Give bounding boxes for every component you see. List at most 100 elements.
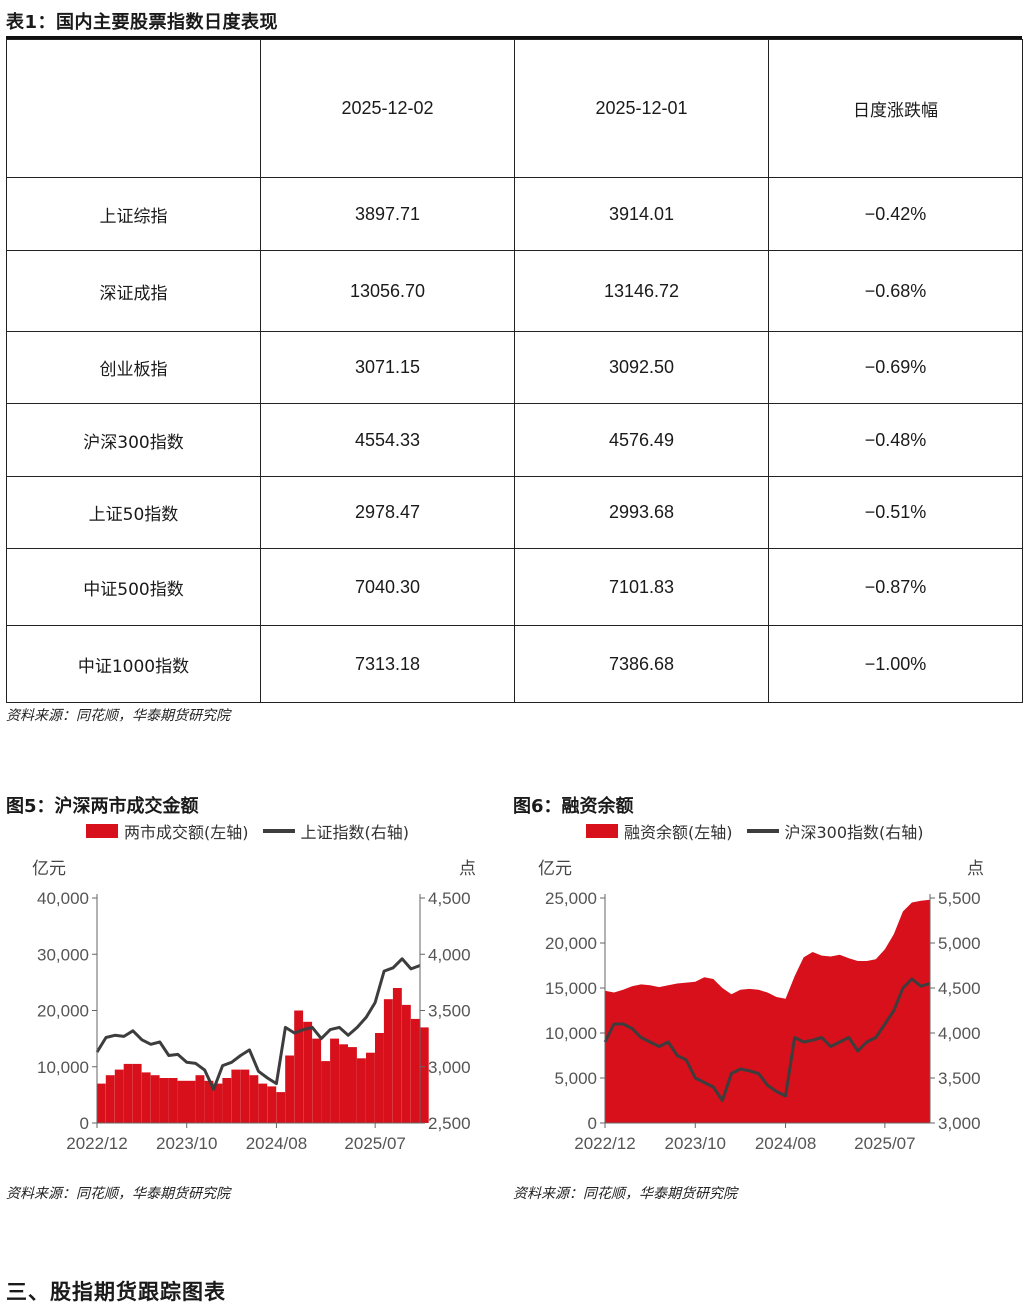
bar xyxy=(258,1083,268,1123)
right-tick-label: 4,500 xyxy=(428,889,471,908)
bar xyxy=(195,1075,205,1123)
value-cell: 3897.71 xyxy=(260,177,515,251)
change-cell: −0.51% xyxy=(768,476,1023,549)
index-table: 2025-12-02 2025-12-01 日度涨跌幅 上证综指 3897.71… xyxy=(6,39,1023,703)
table-row: 深证成指 13056.70 13146.72 −0.68% xyxy=(6,250,1023,332)
table-row: 沪深300指数 4554.33 4576.49 −0.48% xyxy=(6,403,1023,477)
right-tick-label: 5,000 xyxy=(938,934,981,953)
value-cell: 3914.01 xyxy=(514,177,769,251)
bar xyxy=(267,1086,277,1123)
bar xyxy=(321,1061,330,1123)
bar xyxy=(312,1038,322,1123)
bar xyxy=(419,1027,429,1123)
value-cell: 2978.47 xyxy=(260,476,515,549)
right-tick-label: 3,000 xyxy=(938,1114,981,1133)
left-tick-label: 25,000 xyxy=(545,889,597,908)
legend-label: 融资余额(左轴) xyxy=(624,823,733,842)
chart-title: 图5：沪深两市成交金额 xyxy=(6,796,199,817)
x-tick-label: 2023/10 xyxy=(156,1134,217,1153)
left-tick-label: 10,000 xyxy=(545,1024,597,1043)
table-row: 创业板指 3071.15 3092.50 −0.69% xyxy=(6,331,1023,404)
change-cell: −0.42% xyxy=(768,177,1023,251)
value-cell: 7386.68 xyxy=(514,625,769,703)
value-cell: 3071.15 xyxy=(260,331,515,404)
x-tick-label: 2025/07 xyxy=(854,1134,915,1153)
right-tick-label: 4,000 xyxy=(938,1024,981,1043)
bar xyxy=(141,1072,151,1123)
legend-label: 两市成交额(左轴) xyxy=(124,823,249,842)
bar xyxy=(375,1033,384,1123)
chart-legend: 融资余额(左轴) 沪深300指数(右轴) xyxy=(586,819,924,843)
bar xyxy=(150,1075,160,1123)
header-cell: 日度涨跌幅 xyxy=(768,39,1023,178)
legend-label: 上证指数(右轴) xyxy=(300,823,410,842)
right-tick-label: 3,500 xyxy=(428,1002,471,1021)
left-tick-label: 0 xyxy=(588,1114,597,1133)
legend-line-swatch xyxy=(262,829,295,833)
index-name-cell: 沪深300指数 xyxy=(6,403,261,477)
bar xyxy=(276,1092,286,1123)
value-cell: 3092.50 xyxy=(514,331,769,404)
bar xyxy=(285,1055,295,1123)
right-tick-label: 3,500 xyxy=(938,1069,981,1088)
bar xyxy=(357,1058,366,1123)
table-header-row: 2025-12-02 2025-12-01 日度涨跌幅 xyxy=(6,39,1023,178)
bar xyxy=(186,1080,196,1123)
area-series xyxy=(605,899,930,1123)
value-cell: 7313.18 xyxy=(260,625,515,703)
chart-legend: 两市成交额(左轴) 上证指数(右轴) xyxy=(86,819,409,843)
value-cell: 4554.33 xyxy=(260,403,515,477)
table-title: 表1：国内主要股票指数日度表现 xyxy=(6,12,279,33)
change-cell: −0.87% xyxy=(768,548,1023,626)
change-cell: −1.00% xyxy=(768,625,1023,703)
right-tick-label: 5,500 xyxy=(938,889,981,908)
table-row: 上证50指数 2978.47 2993.68 −0.51% xyxy=(6,476,1023,549)
index-name-cell: 中证1000指数 xyxy=(6,625,261,703)
bar xyxy=(401,1004,411,1123)
chart-title: 图6：融资余额 xyxy=(513,796,634,817)
left-tick-label: 40,000 xyxy=(37,889,89,908)
bar xyxy=(303,1021,313,1124)
bar xyxy=(168,1078,178,1123)
bar xyxy=(132,1063,142,1123)
left-tick-label: 15,000 xyxy=(545,979,597,998)
x-tick-label: 2022/12 xyxy=(66,1134,127,1153)
left-axis-unit: 亿元 xyxy=(538,859,572,879)
left-axis-unit: 亿元 xyxy=(32,859,66,879)
value-cell: 13146.72 xyxy=(514,250,769,332)
line-series xyxy=(95,957,421,1091)
x-tick-label: 2022/12 xyxy=(574,1134,635,1153)
title-rule xyxy=(6,36,1022,39)
bar xyxy=(294,1010,304,1123)
chart-source: 资料来源：同花顺，华泰期货研究院 xyxy=(6,1186,230,1202)
header-cell: 2025-12-01 xyxy=(514,39,769,178)
index-name-cell: 中证500指数 xyxy=(6,548,261,626)
bar xyxy=(392,988,402,1123)
bar xyxy=(177,1080,187,1123)
left-tick-label: 20,000 xyxy=(37,1002,89,1021)
bar xyxy=(123,1063,133,1123)
table-row: 上证综指 3897.71 3914.01 −0.42% xyxy=(6,177,1023,251)
right-axis-unit: 点 xyxy=(459,859,476,879)
left-tick-label: 20,000 xyxy=(545,934,597,953)
index-name-cell: 深证成指 xyxy=(6,250,261,332)
header-cell: 2025-12-02 xyxy=(260,39,515,178)
index-name-cell: 上证综指 xyxy=(6,177,261,251)
bar xyxy=(96,1083,106,1123)
right-tick-label: 4,500 xyxy=(938,979,981,998)
x-tick-label: 2025/07 xyxy=(344,1134,405,1153)
bar xyxy=(249,1075,259,1123)
value-cell: 7101.83 xyxy=(514,548,769,626)
table-row: 中证500指数 7040.30 7101.83 −0.87% xyxy=(6,548,1023,626)
x-tick-label: 2024/08 xyxy=(755,1134,816,1153)
bar xyxy=(410,1018,420,1123)
change-cell: −0.48% xyxy=(768,403,1023,477)
margin-balance-chart: 0 5,000 10,000 15,000 20,000 25,000 3,000 3,500… xyxy=(545,889,981,1153)
chart-source: 资料来源：同花顺，华泰期货研究院 xyxy=(513,1186,737,1202)
right-tick-label: 4,000 xyxy=(428,945,471,964)
index-name-cell: 上证50指数 xyxy=(6,476,261,549)
change-cell: −0.69% xyxy=(768,331,1023,404)
value-cell: 4576.49 xyxy=(514,403,769,477)
legend-label: 沪深300指数(右轴) xyxy=(784,823,924,842)
bar xyxy=(231,1069,241,1123)
